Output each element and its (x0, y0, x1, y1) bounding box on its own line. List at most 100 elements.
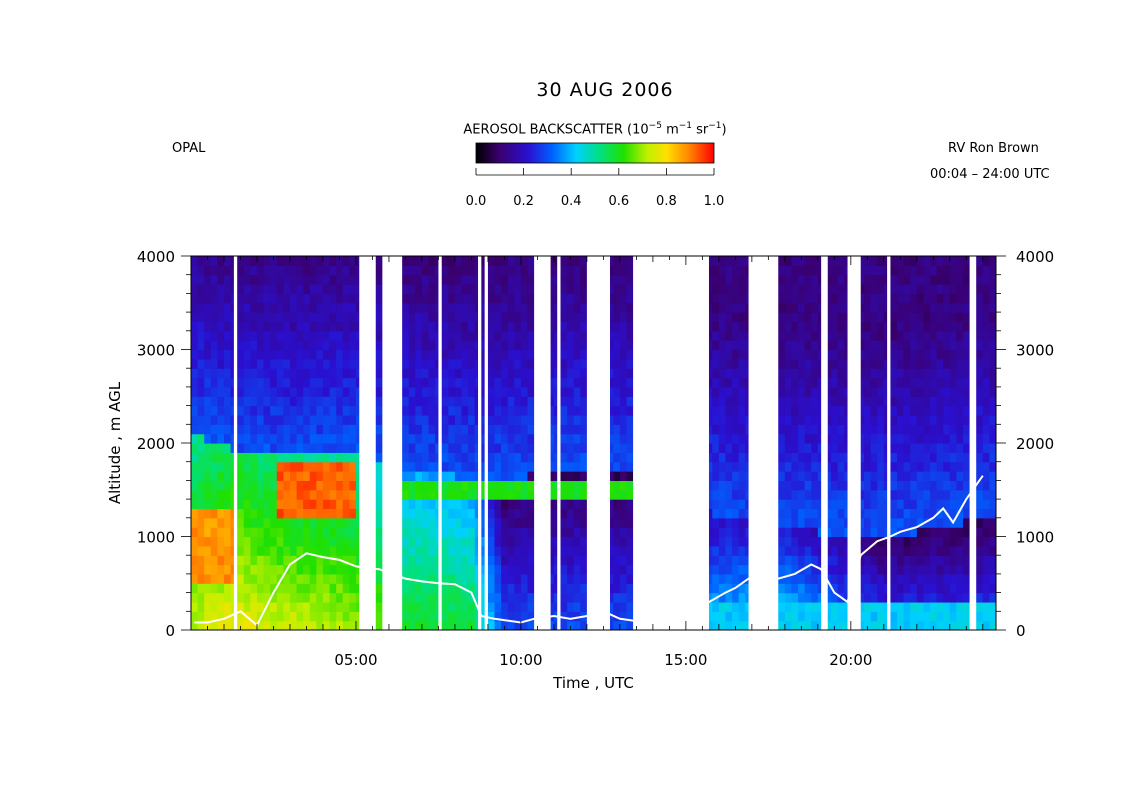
heatmap-cell (784, 433, 793, 444)
heatmap-cell (421, 284, 430, 294)
heatmap-cell (976, 527, 984, 538)
heatmap-cell (943, 461, 951, 472)
heatmap-cell (580, 564, 588, 575)
heatmap-cell (210, 564, 218, 575)
heatmap-cell (936, 433, 944, 444)
heatmap-cell (903, 471, 911, 481)
heatmap-cell (468, 527, 476, 538)
heatmap-cell (322, 349, 331, 360)
heatmap-cell (204, 424, 212, 435)
heatmap-cell (725, 517, 733, 528)
heatmap-cell (626, 349, 634, 360)
heatmap-cell (441, 527, 449, 538)
heatmap-cell (487, 545, 496, 556)
heatmap-cell (322, 583, 331, 594)
heatmap-cell (798, 573, 806, 584)
heatmap-cell (857, 564, 865, 575)
heatmap-cell (573, 424, 581, 435)
heatmap-cell (626, 377, 634, 388)
heatmap-cell (738, 499, 746, 510)
heatmap-cell (580, 340, 588, 351)
heatmap-cell (487, 461, 496, 472)
heatmap-cell (494, 527, 502, 538)
heatmap-cell (210, 545, 218, 556)
heatmap-cell (243, 443, 251, 453)
heatmap-cell (468, 265, 476, 276)
heatmap-cell (857, 293, 865, 304)
heatmap-cell (910, 452, 918, 463)
heatmap-cell (402, 620, 410, 630)
heatmap-cell (738, 471, 746, 481)
heatmap-cell (916, 517, 925, 528)
heatmap-cell (197, 564, 205, 575)
heatmap-cell (342, 293, 350, 304)
heatmap-cell (784, 443, 793, 453)
data-gap (557, 256, 561, 630)
heatmap-cell (798, 256, 806, 266)
heatmap-cell (890, 312, 898, 323)
heatmap-cell (877, 396, 885, 407)
heatmap-cell (573, 274, 581, 285)
heatmap-cell (916, 499, 925, 510)
heatmap-cell (791, 340, 799, 351)
heatmap-cell (349, 358, 357, 369)
heatmap-cell (567, 508, 575, 519)
heatmap-cell (791, 424, 799, 435)
heatmap-cell (454, 489, 463, 500)
heatmap-cell (454, 508, 463, 519)
heatmap-cell (831, 461, 839, 472)
heatmap-cell (342, 433, 350, 444)
heatmap-cell (514, 536, 522, 547)
heatmap-cell (923, 293, 931, 304)
heatmap-cell (263, 508, 271, 519)
heatmap-cell (342, 386, 350, 397)
heatmap-cell (322, 527, 331, 538)
heatmap-cell (197, 555, 205, 566)
heatmap-cell (930, 601, 938, 612)
heatmap-cell (916, 312, 925, 323)
heatmap-cell (204, 527, 212, 538)
heatmap-cell (705, 611, 713, 622)
heatmap-cell (567, 545, 575, 556)
heatmap-cell (501, 330, 509, 341)
heatmap-cell (375, 489, 383, 500)
heatmap-cell (375, 386, 383, 397)
heatmap-cell (237, 452, 245, 463)
heatmap-cell (712, 377, 720, 388)
heatmap-cell (864, 601, 872, 612)
heatmap-cell (837, 620, 845, 630)
heatmap-cell (778, 471, 786, 481)
heatmap-cell (461, 302, 469, 313)
heatmap-cell (732, 527, 740, 538)
heatmap-cell (336, 265, 344, 276)
heatmap-cell (916, 274, 925, 285)
heatmap-cell (276, 265, 284, 276)
heatmap-cell (718, 414, 727, 425)
heatmap-cell (210, 377, 218, 388)
heatmap-cell (454, 601, 463, 612)
heatmap-cell (322, 480, 331, 491)
heatmap-cell (263, 471, 271, 481)
heatmap-cell (811, 508, 819, 519)
heatmap-cell (949, 555, 958, 566)
heatmap-cell (263, 489, 271, 500)
heatmap-cell (798, 293, 806, 304)
heatmap-cell (223, 592, 232, 603)
heatmap-cell (804, 536, 812, 547)
heatmap-cell (824, 321, 832, 332)
heatmap-cell (619, 424, 628, 435)
heatmap-cell (527, 274, 535, 285)
heatmap-cell (402, 302, 410, 313)
heatmap-cell (408, 508, 416, 519)
heatmap-cell (501, 396, 509, 407)
heatmap-cell (916, 433, 925, 444)
heatmap-cell (501, 424, 509, 435)
data-gap (233, 256, 238, 630)
heatmap-cell (316, 386, 324, 397)
heatmap-cell (289, 330, 298, 341)
heatmap-cell (712, 508, 720, 519)
heatmap-cell (718, 555, 727, 566)
heatmap-cell (289, 284, 298, 294)
heatmap-cell (804, 433, 812, 444)
heatmap-cell (824, 573, 832, 584)
